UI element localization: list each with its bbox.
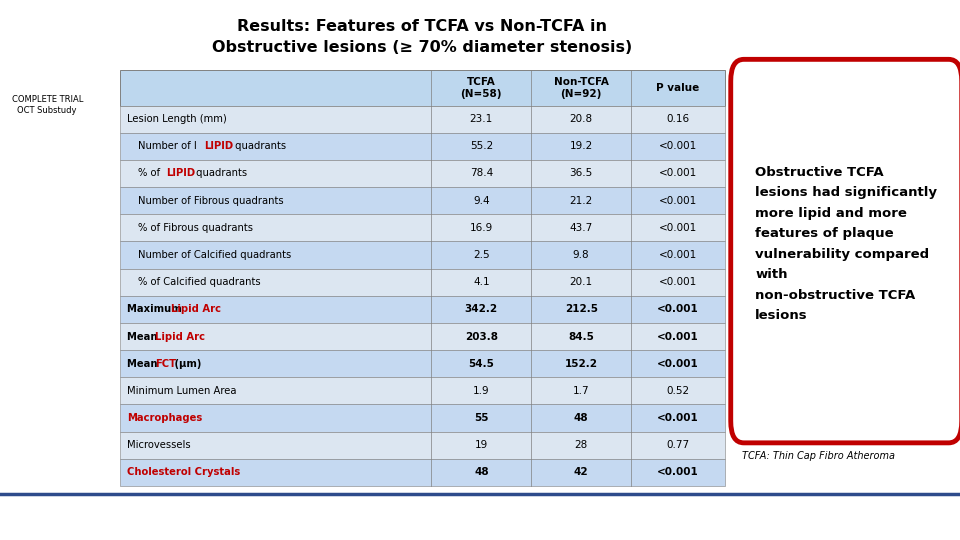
- Text: 43.7: 43.7: [569, 223, 592, 233]
- Bar: [120, 404, 725, 431]
- Bar: [120, 323, 725, 350]
- Text: 1.9: 1.9: [473, 386, 490, 396]
- Text: <0.001: <0.001: [657, 305, 699, 314]
- Text: 2.5: 2.5: [473, 250, 490, 260]
- Bar: [120, 459, 725, 486]
- Text: P value: P value: [657, 83, 700, 93]
- Text: 20.1: 20.1: [569, 277, 592, 287]
- Text: 0.16: 0.16: [666, 114, 689, 124]
- Bar: [120, 214, 725, 241]
- Text: Microvessels: Microvessels: [128, 440, 191, 450]
- Text: Number of Calcified quadrants: Number of Calcified quadrants: [138, 250, 292, 260]
- FancyBboxPatch shape: [731, 59, 960, 443]
- Text: 42: 42: [574, 468, 588, 477]
- Text: Lipid Arc: Lipid Arc: [171, 305, 221, 314]
- Text: Number of Fibrous quadrants: Number of Fibrous quadrants: [138, 195, 284, 206]
- Text: <0.001: <0.001: [657, 468, 699, 477]
- Bar: [120, 431, 725, 459]
- Text: TCFA: Thin Cap Fibro Atheroma: TCFA: Thin Cap Fibro Atheroma: [742, 451, 895, 461]
- Text: Lesion Length (mm): Lesion Length (mm): [128, 114, 227, 124]
- Text: 28: 28: [574, 440, 588, 450]
- Text: 48: 48: [574, 413, 588, 423]
- Text: 19: 19: [475, 440, 488, 450]
- Bar: [120, 70, 725, 105]
- Text: % of: % of: [138, 168, 163, 179]
- Text: <0.001: <0.001: [659, 223, 697, 233]
- Text: 4.1: 4.1: [473, 277, 490, 287]
- Text: 16.9: 16.9: [469, 223, 493, 233]
- Text: <0.001: <0.001: [657, 359, 699, 369]
- Bar: [120, 160, 725, 187]
- Text: 203.8: 203.8: [465, 332, 498, 341]
- Text: 1.7: 1.7: [573, 386, 589, 396]
- Text: COMPLETE TRIAL
OCT Substudy: COMPLETE TRIAL OCT Substudy: [12, 95, 83, 116]
- Text: 21.2: 21.2: [569, 195, 592, 206]
- Bar: [120, 350, 725, 377]
- Text: TCFA
(N=58): TCFA (N=58): [461, 77, 502, 99]
- Text: <0.001: <0.001: [657, 413, 699, 423]
- Text: 212.5: 212.5: [564, 305, 598, 314]
- Bar: [120, 268, 725, 296]
- Text: FCT: FCT: [155, 359, 176, 369]
- Text: Mean: Mean: [128, 359, 161, 369]
- Text: quadrants: quadrants: [193, 168, 248, 179]
- Text: 9.4: 9.4: [473, 195, 490, 206]
- Text: % of Calcified quadrants: % of Calcified quadrants: [138, 277, 261, 287]
- Text: LIPID: LIPID: [166, 168, 195, 179]
- Text: 20.8: 20.8: [569, 114, 592, 124]
- Text: Mean: Mean: [128, 332, 161, 341]
- Text: 55: 55: [474, 413, 489, 423]
- Bar: [120, 377, 725, 404]
- Bar: [120, 241, 725, 268]
- Text: 9.8: 9.8: [573, 250, 589, 260]
- Text: 0.52: 0.52: [666, 386, 689, 396]
- Text: <0.001: <0.001: [659, 277, 697, 287]
- Bar: [120, 133, 725, 160]
- Text: quadrants: quadrants: [231, 141, 286, 151]
- Text: 0.77: 0.77: [666, 440, 689, 450]
- Text: Maximum: Maximum: [128, 305, 185, 314]
- Text: LIPID: LIPID: [204, 141, 233, 151]
- Text: <0.001: <0.001: [659, 168, 697, 179]
- Text: 55.2: 55.2: [469, 141, 493, 151]
- Text: Macrophages: Macrophages: [128, 413, 203, 423]
- Text: <0.001: <0.001: [659, 141, 697, 151]
- Text: Lipid Arc: Lipid Arc: [155, 332, 204, 341]
- Text: 152.2: 152.2: [564, 359, 598, 369]
- Bar: [120, 296, 725, 323]
- Text: Non-TCFA
(N=92): Non-TCFA (N=92): [554, 77, 609, 99]
- Text: 78.4: 78.4: [469, 168, 493, 179]
- Text: Cholesterol Crystals: Cholesterol Crystals: [128, 468, 241, 477]
- Text: <0.001: <0.001: [659, 250, 697, 260]
- Text: Minimum Lumen Area: Minimum Lumen Area: [128, 386, 237, 396]
- Text: 19.2: 19.2: [569, 141, 592, 151]
- Text: 342.2: 342.2: [465, 305, 498, 314]
- Text: (μm): (μm): [171, 359, 202, 369]
- Bar: [120, 187, 725, 214]
- Text: <0.001: <0.001: [657, 332, 699, 341]
- Text: Results: Features of TCFA vs Non-TCFA in: Results: Features of TCFA vs Non-TCFA in: [237, 19, 608, 34]
- Text: <0.001: <0.001: [659, 195, 697, 206]
- Text: 48: 48: [474, 468, 489, 477]
- Bar: [120, 105, 725, 133]
- Text: Obstructive lesions (≥ 70% diameter stenosis): Obstructive lesions (≥ 70% diameter sten…: [212, 40, 633, 56]
- Text: Number of l: Number of l: [138, 141, 200, 151]
- Text: % of Fibrous quadrants: % of Fibrous quadrants: [138, 223, 253, 233]
- Text: 84.5: 84.5: [568, 332, 594, 341]
- Text: 36.5: 36.5: [569, 168, 592, 179]
- Text: Obstructive TCFA
lesions had significantly
more lipid and more
features of plaqu: Obstructive TCFA lesions had significant…: [756, 166, 937, 322]
- Text: 54.5: 54.5: [468, 359, 494, 369]
- Text: 23.1: 23.1: [469, 114, 493, 124]
